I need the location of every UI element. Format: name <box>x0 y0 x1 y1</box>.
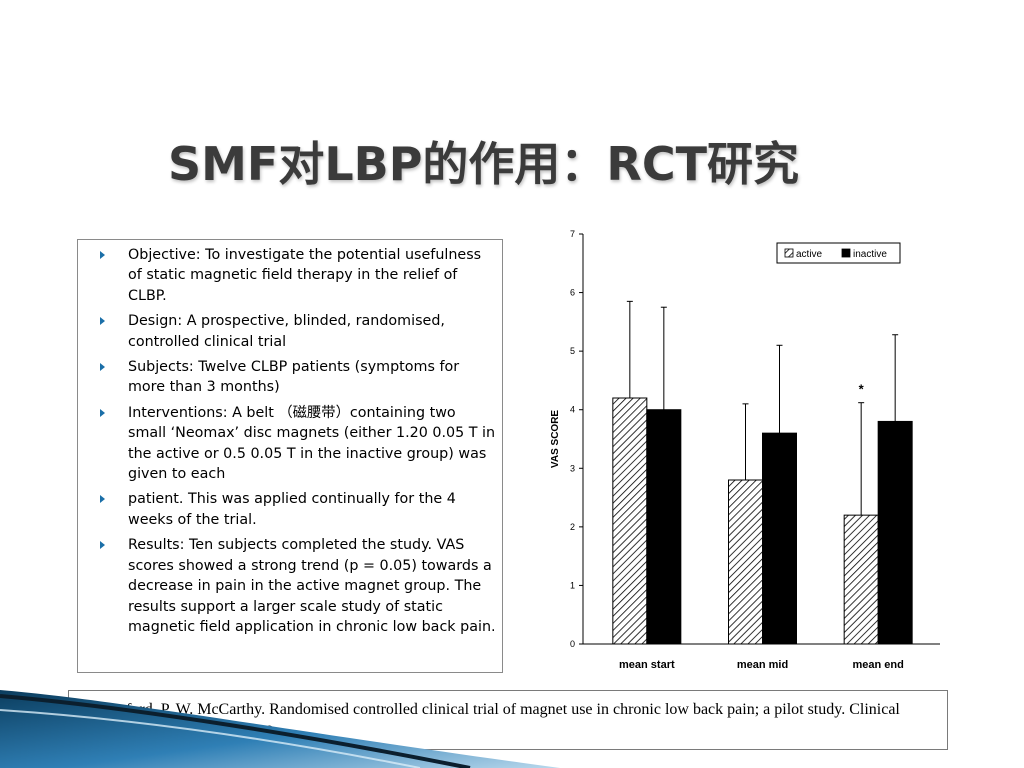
y-tick-label: 0 <box>570 639 575 649</box>
swoosh-line <box>0 694 471 768</box>
bullet-text: patient. This was applied continually fo… <box>128 491 456 528</box>
legend-swatch-active <box>784 248 794 258</box>
y-tick-label: 7 <box>570 229 575 239</box>
significance-annotation: * <box>859 382 865 397</box>
y-tick-label: 3 <box>570 463 575 473</box>
y-tick-label: 4 <box>570 405 575 415</box>
triangle-bullet-icon <box>100 317 105 326</box>
bullet-text: Design: A prospective, blinded, randomis… <box>128 313 445 350</box>
y-tick-label: 1 <box>570 580 575 590</box>
bullet-subjects: Subjects: Twelve CLBP patients (symptoms… <box>94 357 496 398</box>
legend-box <box>776 242 901 264</box>
bullet-text: Interventions: A belt （磁腰带）containing tw… <box>128 404 496 483</box>
bullet-application: patient. This was applied continually fo… <box>94 489 496 530</box>
bullet-interventions: Interventions: A belt （磁腰带）containing tw… <box>94 403 496 485</box>
swoosh-highlight <box>0 709 421 768</box>
y-tick-label: 2 <box>570 522 575 532</box>
bar-active <box>843 514 879 645</box>
bar-inactive <box>762 432 797 645</box>
x-category-label: mean start <box>619 659 675 671</box>
bullet-objective: Objective: To investigate the potential … <box>94 245 496 306</box>
bullet-text: Results: Ten subjects completed the stud… <box>128 537 496 635</box>
decorative-swoosh <box>0 690 560 768</box>
y-tick-label: 5 <box>570 346 575 356</box>
triangle-bullet-icon <box>100 541 105 550</box>
x-category-label: mean end <box>852 659 903 671</box>
triangle-bullet-icon <box>100 251 105 259</box>
triangle-bullet-icon <box>100 495 105 504</box>
swoosh-band <box>0 690 560 768</box>
x-category-label: mean mid <box>737 659 788 671</box>
bullet-results: Results: Ten subjects completed the stud… <box>94 535 496 637</box>
summary-textbox: Objective: To investigate the potential … <box>77 239 503 673</box>
triangle-bullet-icon <box>100 363 105 372</box>
y-axis-title: VAS SCORE <box>550 410 561 468</box>
bullet-list: Objective: To investigate the potential … <box>94 245 496 637</box>
vas-score-bar-chart: 0 1 2 3 4 5 6 7 VAS SCORE mean start mean mid * mean… <box>550 229 940 671</box>
bar-inactive <box>877 420 913 645</box>
bar-inactive <box>646 409 682 645</box>
legend-label-active: active <box>796 249 823 260</box>
bar-active <box>728 479 763 645</box>
y-tick-label: 6 <box>570 288 575 298</box>
bullet-design: Design: A prospective, blinded, randomis… <box>94 311 496 352</box>
bar-active <box>612 397 648 645</box>
triangle-bullet-icon <box>100 408 105 417</box>
bullet-text: Subjects: Twelve CLBP patients (symptoms… <box>128 359 460 396</box>
legend-swatch-inactive <box>841 248 851 258</box>
legend-label-inactive: inactive <box>853 249 887 260</box>
bullet-text: Objective: To investigate the potential … <box>128 247 482 304</box>
slide-title: SMF对LBP的作用：RCT研究 <box>168 137 799 191</box>
